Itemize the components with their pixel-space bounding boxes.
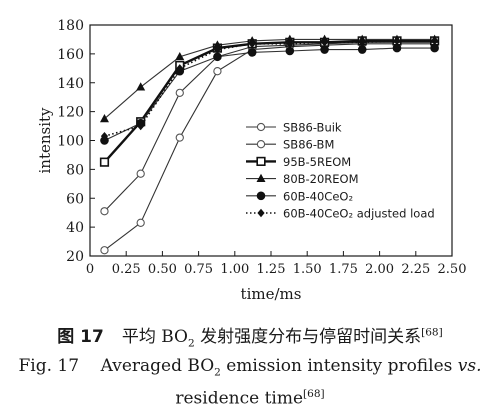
- y-tick-label: 60: [66, 191, 84, 207]
- y-tick-label: 120: [57, 105, 84, 121]
- data-point-series-5: [247, 48, 257, 57]
- caption-cn-text: 平均 BO: [121, 327, 188, 347]
- data-point-series-6: [248, 39, 256, 48]
- data-point-series-4: [136, 82, 146, 91]
- caption-english-line2: residence time[68]: [0, 388, 500, 409]
- caption-en-reference: [68]: [303, 388, 325, 400]
- data-point-series-5: [357, 45, 367, 54]
- legend-marker: [256, 122, 266, 132]
- caption-figure-number: 图 17: [57, 327, 104, 347]
- legend-label: 60B-40CeO₂ adjusted load: [283, 207, 435, 221]
- data-point-series-6: [213, 45, 222, 54]
- data-point-series-6: [137, 121, 145, 131]
- data-point-series-1: [100, 246, 109, 255]
- series-line-6: [104, 40, 435, 137]
- legend-marker: [256, 191, 266, 201]
- data-point-series-3: [99, 157, 110, 167]
- data-point-series-4: [285, 34, 295, 43]
- data-point-series-6: [393, 36, 401, 46]
- data-point-series-4: [175, 51, 185, 61]
- data-point-series-6: [320, 38, 329, 47]
- y-tick-label: 160: [57, 47, 84, 63]
- legend-label: SB86-Buik: [283, 121, 342, 135]
- data-point-series-5: [430, 43, 439, 53]
- y-axis-label: intensity: [36, 107, 54, 174]
- caption-chinese: 图 17 平均 BO2 发射强度分布与停留时间关系[68]: [0, 322, 500, 349]
- x-tick-label: 2.00: [365, 262, 394, 277]
- data-point-series-6: [286, 39, 294, 48]
- y-tick-label: 20: [66, 249, 84, 265]
- data-point-series-1: [175, 133, 184, 142]
- legend-label: 80B-20REOM: [283, 172, 359, 186]
- data-point-series-2: [175, 88, 184, 98]
- caption-cn-text-rest: 发射强度分布与停留时间关系: [194, 327, 422, 347]
- data-point-series-1: [213, 67, 222, 76]
- x-tick-label: 0.50: [148, 262, 177, 277]
- data-point-series-2: [136, 169, 145, 178]
- x-tick-label: 0.25: [112, 262, 141, 277]
- y-tick-label: 140: [57, 76, 84, 92]
- data-point-series-5: [213, 52, 222, 62]
- y-tick-label: 100: [57, 134, 84, 150]
- data-point-series-6: [100, 131, 109, 141]
- data-point-series-1: [136, 218, 145, 227]
- y-tick-label: 180: [57, 18, 84, 34]
- caption-en-vs: vs.: [457, 356, 482, 376]
- legend-marker: [256, 140, 266, 149]
- caption-en-text: Fig. 17 Averaged BO: [18, 356, 215, 376]
- x-tick-label: 1.50: [293, 262, 322, 277]
- y-tick-label: 80: [66, 162, 84, 178]
- x-tick-label: 1.25: [257, 262, 286, 277]
- x-tick-label: 2.50: [438, 262, 467, 277]
- x-tick-label: 0: [86, 262, 94, 277]
- legend-label: 95B-5REOM: [283, 155, 351, 169]
- legend-marker: [256, 156, 266, 167]
- x-tick-label: 2.25: [401, 262, 430, 277]
- x-tick-label: 1.00: [220, 262, 249, 277]
- legend-label: SB86-BM: [283, 138, 334, 152]
- data-point-series-4: [212, 40, 222, 49]
- x-tick-label: 1.75: [329, 262, 358, 277]
- data-point-series-5: [392, 43, 402, 53]
- legend-marker: [257, 208, 265, 218]
- x-tick-label: 0.75: [184, 262, 213, 277]
- caption-cn-reference: [68]: [421, 326, 443, 339]
- data-point-series-2: [100, 207, 109, 216]
- caption-en-text-mid: emission intensity profiles: [220, 356, 458, 376]
- x-axis-label: time/ms: [241, 285, 302, 303]
- data-point-series-5: [285, 46, 295, 56]
- data-point-series-6: [176, 64, 184, 73]
- caption-en-subscript: 2: [214, 366, 221, 379]
- caption-english-line1: Fig. 17 Averaged BO2 emission intensity …: [0, 356, 500, 378]
- data-point-series-6: [431, 36, 439, 46]
- series-line-1: [104, 43, 435, 251]
- legend-marker: [256, 173, 266, 182]
- series-line-4: [104, 38, 435, 120]
- data-point-series-5: [320, 45, 329, 54]
- data-point-series-4: [99, 114, 109, 123]
- caption-cn-subscript: 2: [188, 337, 195, 350]
- legend-label: 60B-40CeO₂: [283, 189, 353, 203]
- caption-en-text-line2: residence time: [175, 388, 304, 409]
- y-tick-label: 40: [66, 220, 84, 236]
- line-chart: 0 0.25 0.50 0.75 1.00 1.25 1.50 1.75 2.00 2.25 2.5…: [36, 18, 467, 303]
- data-point-series-6: [358, 38, 366, 47]
